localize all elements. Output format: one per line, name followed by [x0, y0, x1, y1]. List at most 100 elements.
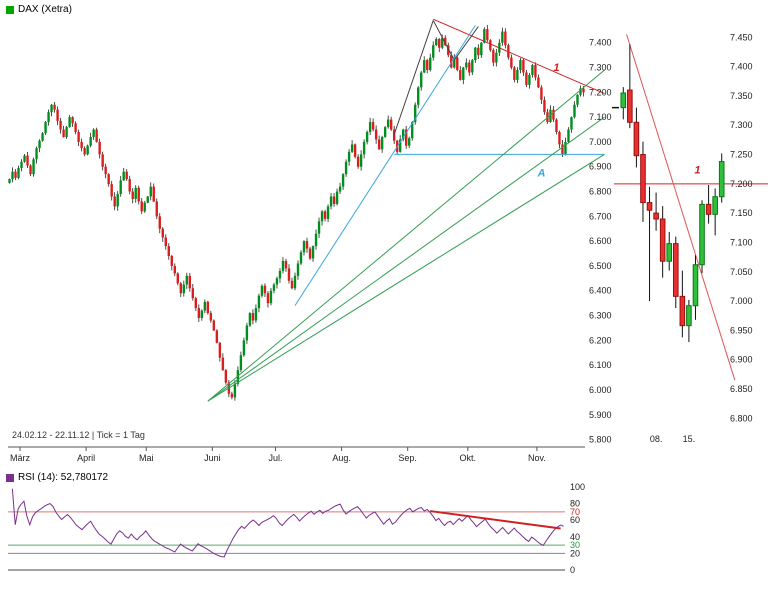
- price-axis-label: 6.200: [589, 335, 612, 345]
- candle-body: [89, 136, 92, 146]
- candle-body: [65, 127, 68, 137]
- month-label: April: [77, 453, 95, 463]
- candle-body: [116, 194, 119, 207]
- candle-body: [441, 37, 444, 48]
- candle-body: [254, 308, 258, 321]
- candle-body: [314, 233, 318, 247]
- candle-body: [699, 203, 705, 266]
- price-axis-label: 6.100: [589, 360, 612, 370]
- candle-body: [83, 148, 86, 155]
- candle-body: [317, 221, 321, 234]
- candle-body: [134, 187, 137, 199]
- candle-body: [311, 246, 315, 259]
- candle-body: [504, 31, 507, 46]
- candle-body: [335, 191, 339, 204]
- candle-body: [206, 301, 210, 314]
- price-axis-label: 7.100: [589, 112, 612, 122]
- rsi-legend: RSI (14): 52,780172: [6, 472, 108, 483]
- rsi-axis-label: 30: [570, 540, 580, 550]
- candle-body: [398, 139, 402, 152]
- candle-body: [35, 148, 38, 160]
- trendline: [393, 20, 434, 135]
- price-axis-label: 7.100: [730, 237, 753, 247]
- candle-body: [155, 201, 158, 217]
- candle-body: [29, 165, 32, 175]
- candle-body: [429, 57, 432, 71]
- candle-body: [284, 260, 288, 269]
- candle-body: [140, 201, 143, 212]
- candle-body: [245, 325, 249, 341]
- rsi-legend-label: RSI (14): 52,780172: [18, 472, 109, 483]
- detail-price-chart: 1 7.450 7.400 7.350 7.300 7.250 7.200 7.150 7.10…: [612, 32, 768, 444]
- candle-body: [302, 241, 306, 253]
- month-label: Jul.: [268, 453, 282, 463]
- rsi-axis-label: 60: [570, 515, 580, 525]
- candle-body: [353, 144, 357, 157]
- candle-body: [435, 39, 438, 46]
- candle-body: [287, 268, 291, 281]
- date-range-label: 24.02.12 - 22.11.12 | Tick = 1 Tag: [12, 430, 145, 440]
- candle-body: [417, 87, 420, 105]
- candle-body: [251, 313, 255, 321]
- price-axis-label: 6.300: [589, 311, 612, 321]
- candle-body: [570, 117, 573, 130]
- candle-body: [471, 60, 474, 73]
- price-axis-label: 7.000: [730, 296, 753, 306]
- candle-body: [712, 196, 718, 215]
- candle-body: [540, 87, 543, 100]
- candle-body: [338, 186, 342, 192]
- candle-body: [344, 161, 348, 175]
- candle-body: [555, 119, 558, 133]
- candle-body: [170, 256, 173, 266]
- candle-body: [368, 122, 372, 133]
- trendline: [294, 25, 476, 306]
- candle-body: [659, 218, 666, 262]
- trendline: [207, 69, 605, 402]
- candle-body: [519, 60, 522, 71]
- candle-body: [128, 179, 131, 192]
- candle-body: [275, 278, 279, 285]
- candle-body: [341, 174, 345, 187]
- month-label: Mai: [139, 453, 154, 463]
- candle-body: [347, 151, 351, 162]
- price-axis-label: 7.050: [730, 267, 753, 277]
- candle-body: [522, 60, 525, 73]
- candle-body: [68, 117, 71, 128]
- price-axis-label: 7.450: [730, 32, 753, 42]
- candle-body: [362, 141, 366, 155]
- price-axis-label: 6.800: [589, 187, 612, 197]
- rsi-axis-label: 100: [570, 482, 585, 492]
- candle-body: [110, 184, 113, 197]
- candle-body: [516, 70, 519, 80]
- candle-body: [401, 129, 405, 140]
- trendline: [207, 116, 605, 402]
- candle-body: [269, 290, 273, 304]
- candle-body: [104, 166, 107, 175]
- rsi-line: [11, 488, 564, 558]
- candle-body: [326, 206, 330, 219]
- candle-body: [320, 211, 324, 222]
- candle-body: [633, 121, 640, 157]
- candle-body: [380, 136, 384, 150]
- candle-body: [350, 144, 354, 152]
- candle-body: [456, 57, 459, 71]
- candle-body: [450, 55, 453, 68]
- candle-body: [483, 29, 486, 43]
- candle-body: [215, 330, 219, 343]
- candle-body: [248, 313, 252, 326]
- candle-body: [188, 275, 192, 289]
- price-axis-label: 6.600: [589, 236, 612, 246]
- price-axis-label: 7.400: [730, 62, 753, 72]
- candle-body: [44, 122, 47, 134]
- candle-body: [233, 383, 237, 398]
- candle-body: [8, 179, 11, 183]
- month-label: März: [10, 453, 30, 463]
- candle-body: [576, 94, 579, 105]
- candle-body: [86, 145, 89, 155]
- candlestick-series: [620, 44, 725, 343]
- candle-body: [447, 45, 450, 56]
- candle-body: [365, 132, 369, 142]
- price-axis-label: 6.800: [730, 413, 753, 423]
- candle-body: [640, 154, 646, 204]
